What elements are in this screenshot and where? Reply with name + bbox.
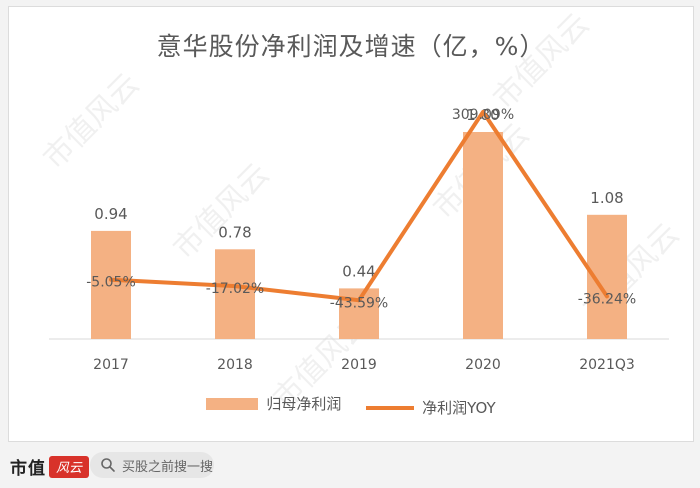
x-tick-2017: 2017 <box>93 357 129 373</box>
x-tick-2018: 2018 <box>217 357 253 373</box>
bar-2017 <box>91 230 131 339</box>
chart-plot: 0.9420170.7820180.4420191.8020201.082021… <box>49 106 669 373</box>
chart-title: 意华股份净利润及增速（亿，%） <box>156 32 546 61</box>
legend-item-bar: 归母净利润 <box>206 393 341 414</box>
logo-seal: 风云 <box>49 455 89 478</box>
legend-line-label: 净利润YOY <box>422 399 496 417</box>
yoy-line <box>109 109 609 303</box>
chart-legend: 归母净利润 净利润YOY <box>9 393 693 418</box>
bar-label-2021Q3: 1.08 <box>590 189 623 207</box>
x-tick-2021Q3: 2021Q3 <box>579 357 635 373</box>
legend-bar-swatch <box>206 397 259 410</box>
x-tick-2020: 2020 <box>465 357 501 373</box>
line-label-2021Q3: -36.24% <box>578 291 636 307</box>
x-tick-2019: 2019 <box>341 357 377 373</box>
search-icon <box>101 458 115 472</box>
bar-label-2017: 0.94 <box>94 205 127 223</box>
bar-2020 <box>463 132 503 339</box>
line-label-2017: -5.05% <box>86 275 136 291</box>
legend-item-line: 净利润YOY <box>366 397 496 418</box>
bar-2018 <box>215 249 255 339</box>
footer-bar: 市值 风云 买股之前搜一搜 <box>0 448 700 488</box>
line-label-2018: -17.02% <box>206 281 264 297</box>
bar-label-2019: 0.44 <box>342 262 375 280</box>
legend-line-swatch <box>366 405 415 410</box>
bar-label-2018: 0.78 <box>218 223 251 241</box>
logo-text: 市值 <box>10 459 46 479</box>
search-box[interactable]: 买股之前搜一搜 <box>90 452 214 478</box>
line-label-2019: -43.59% <box>330 295 388 311</box>
search-placeholder: 买股之前搜一搜 <box>122 459 214 475</box>
chart-card: 市值风云 市值风云 市值风云 市值风云 市值风云 市值风云 意华股份净利润及增速… <box>8 6 694 442</box>
line-label-2020: 309.09% <box>452 107 514 123</box>
brand-logo: 市值 风云 <box>10 454 89 479</box>
legend-bar-label: 归母净利润 <box>266 395 342 413</box>
